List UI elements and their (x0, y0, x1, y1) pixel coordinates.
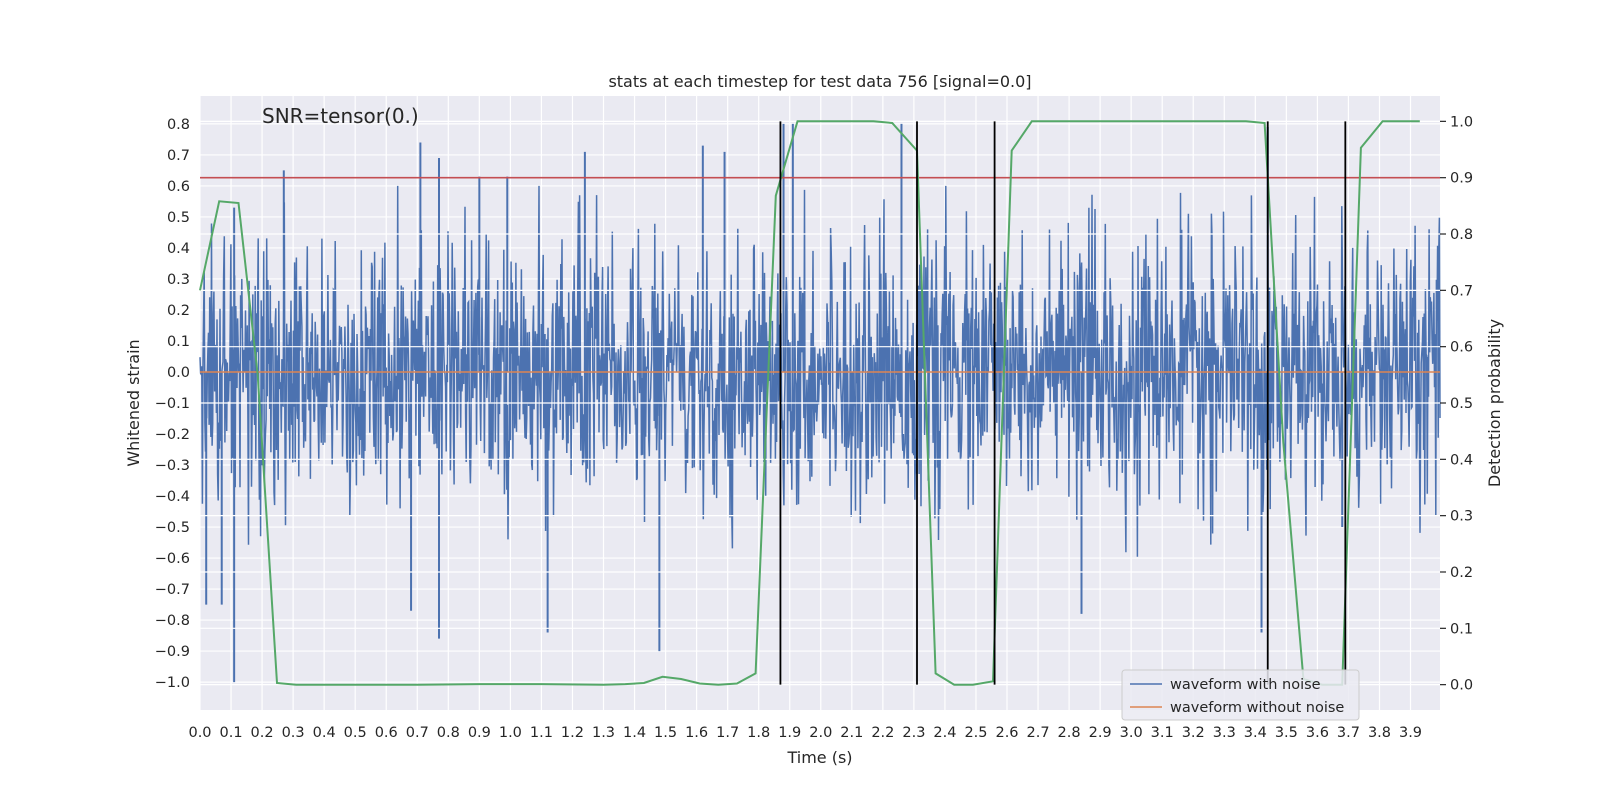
x-tick-label: 2.2 (871, 725, 894, 741)
y-right-tick-label: 0.2 (1450, 565, 1473, 581)
x-tick-label: 2.1 (840, 725, 863, 741)
y-left-tick-label: −0.9 (155, 644, 190, 660)
y-left-axis-label: Whitened strain (124, 339, 143, 466)
x-tick-label: 0.1 (220, 725, 243, 741)
x-tick-label: 2.9 (1089, 725, 1112, 741)
x-tick-label: 1.4 (623, 725, 646, 741)
y-left-tick-label: 0.1 (167, 334, 190, 350)
y-right-tick-label: 0.0 (1450, 678, 1473, 694)
legend: waveform with noise waveform without noi… (1121, 669, 1360, 721)
series-detection-probability (199, 120, 1420, 686)
y-left-tick-label: 0.3 (167, 272, 190, 288)
x-tick-label: 3.0 (1120, 725, 1143, 741)
x-tick-label: 1.2 (561, 725, 584, 741)
x-tick-label: 0.3 (282, 725, 305, 741)
y-left-tick-label: −0.4 (155, 489, 190, 505)
y-left-tick-label: −0.1 (155, 396, 190, 412)
y-left-tick-label: −0.8 (155, 613, 190, 629)
x-tick-label: 3.3 (1213, 725, 1236, 741)
x-axis-label: Time (s) (786, 748, 852, 767)
x-tick-label: 3.6 (1306, 725, 1329, 741)
x-tick-label: 3.5 (1275, 725, 1298, 741)
x-tick-label: 3.4 (1244, 725, 1267, 741)
x-tick-label: 3.7 (1337, 725, 1360, 741)
snr-annotation: SNR=tensor(0.) (262, 104, 419, 128)
y-left-tick-label: 0.6 (167, 179, 190, 195)
x-tick-label: 2.3 (902, 725, 925, 741)
x-tick-label: 2.5 (964, 725, 987, 741)
x-tick-label: 1.8 (747, 725, 770, 741)
y-left-tick-label: −0.6 (155, 551, 190, 567)
series-waveform-with-noise (199, 185, 1441, 557)
y-left-tick-label: −0.5 (155, 520, 190, 536)
detection-vlines (779, 121, 1347, 685)
y-right-tick-label: 0.7 (1450, 283, 1473, 299)
y-left-tick-label: −1.0 (155, 675, 190, 691)
x-tick-label: 0.5 (344, 725, 367, 741)
y-right-tick-label: 0.3 (1450, 509, 1473, 525)
y-right-tick-label: 0.6 (1450, 340, 1473, 356)
legend-label-noise: waveform with noise (1170, 677, 1321, 693)
x-tick-label: 2.8 (1058, 725, 1081, 741)
y-right-tick-label: 0.8 (1450, 227, 1473, 243)
y-left-tick-label: 0.5 (167, 210, 190, 226)
x-tick-label: 0.0 (188, 725, 211, 741)
y-right-tick-label: 0.1 (1450, 621, 1473, 637)
x-tick-label: 0.7 (406, 725, 429, 741)
x-tick-label: 1.6 (685, 725, 708, 741)
x-tick-label: 0.9 (468, 725, 491, 741)
y-left-tick-label: 0.4 (167, 241, 190, 257)
x-axis-ticks: 0.0 0.1 0.2 0.3 0.4 0.5 0.6 0.7 0.8 0.9 1.0 1.1 1.2 1… (188, 725, 1422, 741)
x-tick-label: 1.5 (654, 725, 677, 741)
y-right-tick-label: 1.0 (1450, 114, 1473, 130)
x-tick-label: 0.4 (313, 725, 336, 741)
x-tick-label: 3.1 (1151, 725, 1174, 741)
y-right-tick-label: 0.5 (1450, 396, 1473, 412)
x-tick-label: 0.8 (437, 725, 460, 741)
y-left-tick-label: −0.7 (155, 582, 190, 598)
y-right-tick-label: 0.9 (1450, 171, 1473, 187)
y-left-tick-label: 0.7 (167, 148, 190, 164)
y-left-tick-label: 0.0 (167, 365, 190, 381)
x-tick-label: 2.4 (933, 725, 956, 741)
chart-title: stats at each timestep for test data 756… (608, 72, 1031, 91)
y-right-tick-label: 0.4 (1450, 452, 1473, 468)
x-tick-label: 1.0 (499, 725, 522, 741)
x-tick-label: 3.9 (1399, 725, 1422, 741)
y-left-tick-label: −0.3 (155, 458, 190, 474)
x-tick-label: 0.2 (251, 725, 274, 741)
x-tick-label: 3.2 (1182, 725, 1205, 741)
x-tick-label: 3.8 (1368, 725, 1391, 741)
legend-box (1121, 669, 1360, 721)
y-left-tick-label: 0.2 (167, 303, 190, 319)
x-tick-label: 2.0 (809, 725, 832, 741)
x-tick-label: 1.7 (716, 725, 739, 741)
y-left-tick-label: −0.2 (155, 427, 190, 443)
x-tick-label: 0.6 (375, 725, 398, 741)
x-tick-label: 1.3 (592, 725, 615, 741)
y-left-tick-label: 0.8 (167, 117, 190, 133)
y-right-axis-ticks: 1.0 0.9 0.8 0.7 0.6 0.5 0.4 0.3 0.2 0.1 0.0 (1440, 114, 1473, 694)
x-tick-label: 2.7 (1027, 725, 1050, 741)
y-left-axis-ticks: 0.8 0.7 0.6 0.5 0.4 0.3 0.2 0.1 0.0 −0.1 −0.2 −0.3 −… (155, 117, 190, 691)
x-tick-label: 1.9 (778, 725, 801, 741)
x-tick-label: 1.1 (530, 725, 553, 741)
legend-label-clean: waveform without noise (1170, 700, 1344, 716)
x-tick-label: 2.6 (995, 725, 1018, 741)
y-right-axis-label: Detection probability (1485, 319, 1504, 487)
